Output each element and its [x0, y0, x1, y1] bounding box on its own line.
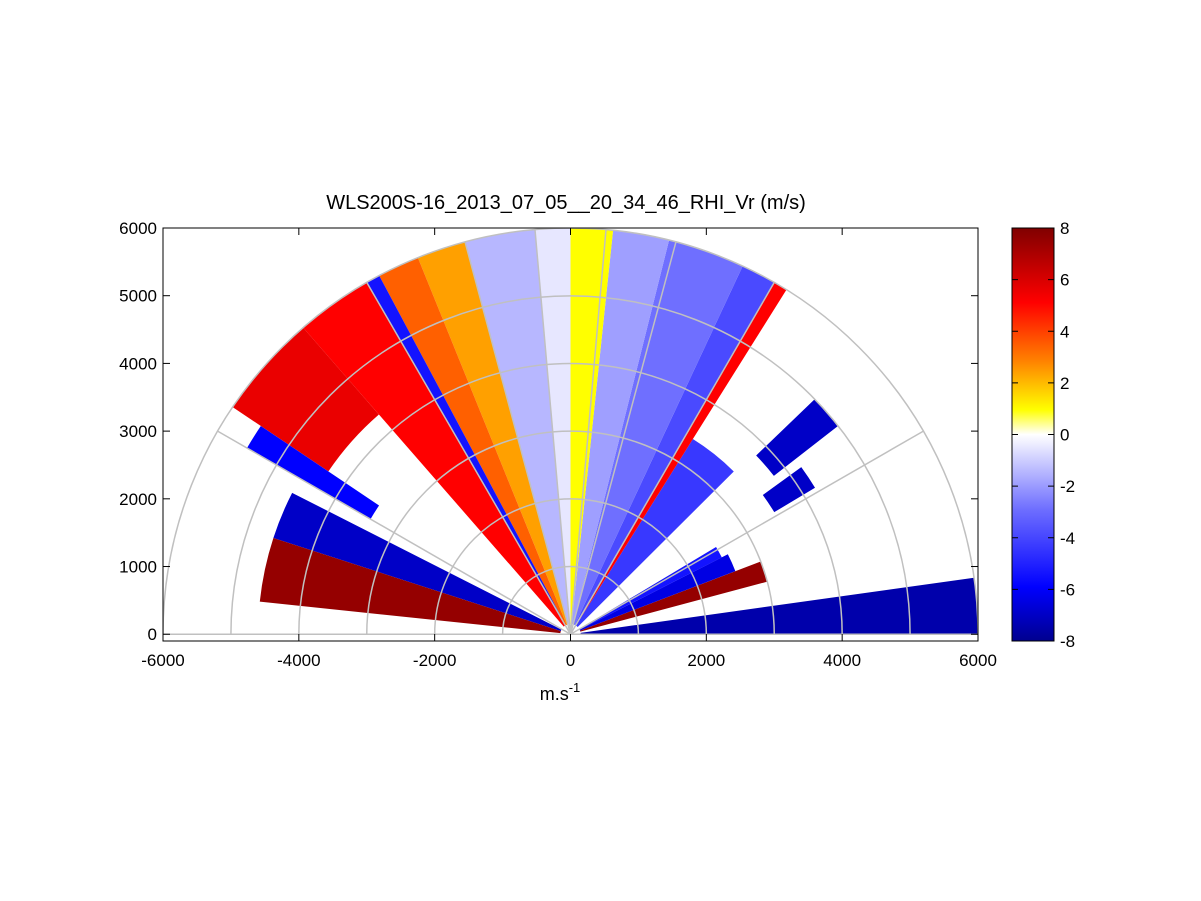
y-tick-label-5: 5000: [119, 287, 157, 306]
colorbar-tick-label-6: -4: [1060, 529, 1075, 548]
chart-title: WLS200S-16_2013_07_05__20_34_46_RHI_Vr (…: [326, 192, 806, 214]
y-axis: 0 1000 2000 3000 4000 5000 6000: [119, 219, 978, 644]
x-tick-label-3: 0: [566, 651, 575, 670]
colorbar-tick-label-7: -6: [1060, 580, 1075, 599]
colorbar-ticks: 8 6 4 2 0 -2 -4 -6 -8: [1012, 219, 1075, 651]
velocity-sector-20: [273, 492, 562, 632]
x-tick-label-4: 2000: [687, 651, 725, 670]
velocity-sector-21: [259, 537, 561, 634]
radial-line-3: [569, 229, 607, 635]
range-ring-0: [501, 565, 640, 635]
y-tick-label-4: 4000: [119, 354, 157, 373]
radial-line-0: [570, 430, 924, 635]
colorbar-tick-label-0: 8: [1060, 219, 1069, 238]
colorbar-tick-label-3: 2: [1060, 374, 1069, 393]
x-tick-label-0: -6000: [141, 651, 184, 670]
velocity-sector-15: [379, 257, 567, 626]
velocity-sector-18: [232, 327, 379, 472]
velocity-sector-0: [580, 577, 978, 635]
x-axis-label-base: m.s: [540, 684, 569, 704]
x-axis-label-exponent: -1: [569, 680, 581, 695]
velocity-sector-5: [756, 399, 839, 476]
y-tick-label-6: 6000: [119, 219, 157, 238]
velocity-sector-8: [574, 266, 775, 626]
range-ring-4: [230, 294, 911, 635]
y-tick-label-3: 3000: [119, 422, 157, 441]
x-axis: -6000 -4000 -2000 0 2000 4000 6000: [141, 228, 997, 670]
range-ring-3: [298, 362, 843, 635]
colorbar-tick-label-1: 6: [1060, 271, 1069, 290]
colorbar-tick-label-5: -2: [1060, 477, 1075, 496]
velocity-sector-9: [572, 240, 743, 626]
radial-line-7: [217, 430, 571, 635]
colorbar-tick-label-4: 0: [1060, 426, 1069, 445]
radial-line-4: [534, 229, 572, 635]
y-tick-label-0: 0: [148, 625, 157, 644]
colorbar-tick-label-8: -8: [1060, 632, 1075, 651]
radial-line-6: [366, 282, 572, 635]
x-axis-label: m.s-1: [540, 680, 581, 704]
x-tick-label-6: 6000: [959, 651, 997, 670]
velocity-sector-1: [580, 561, 768, 632]
velocity-sector-17: [303, 282, 566, 627]
x-tick-label-5: 4000: [823, 651, 861, 670]
colorbar-tick-label-2: 4: [1060, 322, 1069, 341]
plot-area: [163, 228, 978, 641]
velocity-sector-10: [571, 230, 670, 625]
radial-line-1: [569, 282, 775, 635]
velocity-sector-14: [417, 241, 568, 625]
radial-line-2: [569, 241, 677, 635]
velocity-sector-4: [762, 467, 816, 513]
velocity-sectors: [232, 228, 978, 635]
x-tick-label-2: -2000: [413, 651, 456, 670]
radial-line-5: [464, 241, 572, 635]
range-ring-2: [366, 430, 775, 635]
velocity-sector-6: [575, 439, 734, 628]
x-tick-label-1: -4000: [277, 651, 320, 670]
velocity-sector-11: [570, 228, 614, 625]
velocity-sector-2: [579, 554, 736, 631]
y-tick-label-2: 2000: [119, 490, 157, 509]
range-ring-1: [433, 498, 708, 635]
colorbar: 8 6 4 2 0 -2 -4 -6 -8: [1011, 219, 1075, 651]
velocity-sector-19: [247, 425, 380, 520]
y-tick-label-1: 1000: [119, 558, 157, 577]
colorbar-gradient: [1011, 227, 1055, 642]
velocity-sector-7: [575, 282, 787, 626]
velocity-sector-16: [366, 275, 566, 626]
